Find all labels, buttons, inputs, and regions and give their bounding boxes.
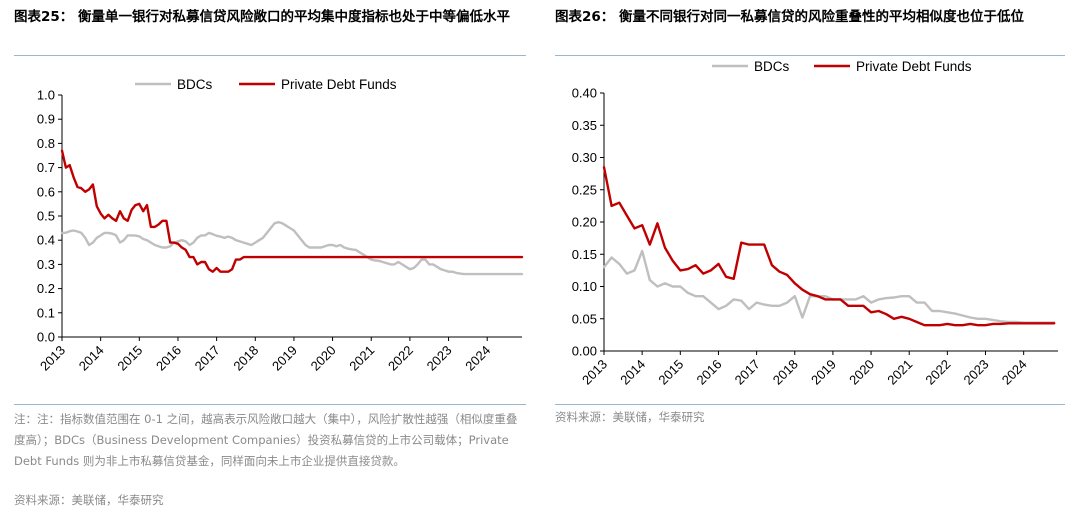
y-tick-label: 0.4 [37,233,55,248]
legend: BDCs Private Debt Funds [135,77,397,92]
x-tick-label: 2022 [385,343,416,374]
note-rule [14,404,526,405]
x-tick-label: 2019 [808,357,839,388]
y-tick-label: 0.25 [572,182,597,197]
y-tick-label: 0.10 [572,279,597,294]
legend-label: Private Debt Funds [281,77,397,92]
chart-title: 图表26： 衡量不同银行对同一私募信贷的风险重叠性的平均相似度也位于低位 [555,9,1024,25]
y-tick-label: 0.0 [37,330,55,345]
legend: BDCs Private Debt Funds [712,59,972,74]
y-tick-label: 0.6 [37,184,55,199]
source-rule [555,404,1065,405]
right-chart: BDCs Private Debt Funds 0.00 0.05 0.10 0.15 0.… [572,59,1058,388]
x-tick-label: 2017 [732,357,763,388]
x-tick-label: 2017 [192,343,223,374]
y-tick-label: 0.2 [37,281,55,296]
y-tick-label: 0.20 [572,215,597,230]
series-line [60,149,524,273]
series-line [602,249,1056,324]
x-tick-label: 2024 [462,343,493,374]
series-line [602,165,1056,327]
x-tick-label: 2022 [922,357,953,388]
series-line [60,220,524,276]
x-tick-label: 2014 [76,343,107,374]
legend-label: BDCs [754,59,790,74]
y-tick-label: 0.3 [37,257,55,272]
y-tick-label: 0.5 [37,209,55,224]
x-tick-label: 2023 [424,343,455,374]
x-tick-label: 2018 [230,343,261,374]
y-tick-label: 0.30 [572,150,597,165]
x-tick-label: 2013 [579,357,610,388]
chart-source: 资料来源：美联储，华泰研究 [555,410,705,424]
y-tick-label: 0.40 [572,86,597,101]
x-tick-label: 2021 [346,343,377,374]
left-chart-panel: 图表25： 衡量单一银行对私募信贷风险敞口的平均集中度指标也处于中等偏低水平 B… [0,0,530,519]
y-tick-label: 0.8 [37,136,55,151]
x-tick-label: 2016 [153,343,184,374]
x-tick-label: 2014 [617,357,648,388]
y-tick-label: 0.15 [572,247,597,262]
y-tick-label: 0.05 [572,311,597,326]
y-tick-label: 0.7 [37,160,55,175]
x-tick-label: 2021 [884,357,915,388]
x-tick-label: 2015 [655,357,686,388]
y-tick-label: 0.1 [37,305,55,320]
x-tick-label: 2013 [37,343,68,374]
x-tick-label: 2019 [269,343,300,374]
x-tick-label: 2024 [999,357,1030,388]
legend-label: Private Debt Funds [856,59,972,74]
x-tick-label: 2023 [961,357,992,388]
chart-source: 资料来源：美联储，华泰研究 [14,493,164,507]
y-tick-label: 0.35 [572,118,597,133]
title-rule [555,55,1065,56]
y-tick-label: 1.0 [37,88,55,103]
chart-title: 图表25： 衡量单一银行对私募信贷风险敞口的平均集中度指标也处于中等偏低水平 [14,9,510,25]
x-tick-label: 2018 [770,357,801,388]
left-chart: BDCs Private Debt Funds 0.0 0.1 0.2 0.3 0.4 0.5… [37,77,524,374]
x-tick-label: 2020 [308,343,339,374]
right-chart-panel: 图表26： 衡量不同银行对同一私募信贷的风险重叠性的平均相似度也位于低位 BDC… [552,0,1080,519]
legend-label: BDCs [177,77,213,92]
x-tick-label: 2020 [846,357,877,388]
y-tick-label: 0.00 [572,344,597,359]
chart-note: 注：注：指标数值范围在 0-1 之间，越高表示风险敞口越大（集中），风险扩散性越… [14,412,518,468]
x-tick-label: 2015 [114,343,145,374]
x-tick-label: 2016 [694,357,725,388]
title-rule [14,55,526,56]
y-tick-label: 0.9 [37,112,55,127]
